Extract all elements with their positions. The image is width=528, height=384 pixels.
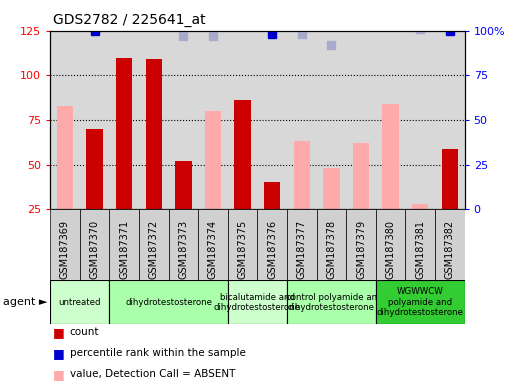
Bar bbox=[175, 161, 192, 209]
Text: GDS2782 / 225641_at: GDS2782 / 225641_at bbox=[53, 13, 205, 27]
Bar bbox=[412, 204, 428, 209]
Bar bbox=[234, 100, 251, 209]
Text: agent ►: agent ► bbox=[3, 297, 47, 308]
Text: ■: ■ bbox=[53, 326, 64, 339]
Bar bbox=[376, 280, 465, 324]
Bar bbox=[87, 129, 103, 209]
Text: value, Detection Call = ABSENT: value, Detection Call = ABSENT bbox=[70, 369, 235, 379]
Bar bbox=[353, 143, 369, 209]
Bar bbox=[317, 209, 346, 280]
Bar bbox=[109, 209, 139, 280]
Text: GSM187376: GSM187376 bbox=[267, 220, 277, 279]
Bar bbox=[139, 209, 168, 280]
Text: GSM187378: GSM187378 bbox=[326, 220, 336, 279]
Text: GSM187369: GSM187369 bbox=[60, 220, 70, 279]
Bar bbox=[168, 209, 198, 280]
Bar bbox=[57, 106, 73, 209]
Bar bbox=[146, 59, 162, 209]
Text: control polyamide an
dihydrotestosterone: control polyamide an dihydrotestosterone bbox=[286, 293, 377, 312]
Bar bbox=[228, 280, 287, 324]
Bar bbox=[323, 168, 340, 209]
Bar bbox=[435, 209, 465, 280]
Bar bbox=[198, 209, 228, 280]
Bar bbox=[205, 111, 221, 209]
Bar bbox=[264, 182, 280, 209]
Bar bbox=[258, 209, 287, 280]
Bar bbox=[442, 149, 458, 209]
Text: percentile rank within the sample: percentile rank within the sample bbox=[70, 348, 246, 358]
Bar bbox=[80, 209, 109, 280]
Bar bbox=[50, 209, 80, 280]
Text: count: count bbox=[70, 327, 99, 337]
Text: ■: ■ bbox=[53, 368, 64, 381]
Text: ■: ■ bbox=[53, 347, 64, 360]
Bar bbox=[116, 58, 133, 209]
Text: untreated: untreated bbox=[59, 298, 101, 307]
Bar bbox=[346, 209, 376, 280]
Text: GSM187382: GSM187382 bbox=[445, 220, 455, 279]
Bar bbox=[109, 280, 228, 324]
Bar bbox=[287, 209, 317, 280]
Text: GSM187380: GSM187380 bbox=[385, 220, 395, 279]
Text: bicalutamide and
dihydrotestosterone: bicalutamide and dihydrotestosterone bbox=[214, 293, 301, 312]
Bar bbox=[50, 280, 109, 324]
Bar bbox=[287, 280, 376, 324]
Bar bbox=[382, 104, 399, 209]
Bar bbox=[294, 141, 310, 209]
Text: GSM187377: GSM187377 bbox=[297, 220, 307, 279]
Text: GSM187379: GSM187379 bbox=[356, 220, 366, 279]
Bar bbox=[406, 209, 435, 280]
Text: GSM187372: GSM187372 bbox=[149, 220, 159, 279]
Text: GSM187381: GSM187381 bbox=[415, 220, 425, 279]
Text: GSM187370: GSM187370 bbox=[90, 220, 100, 279]
Text: GSM187373: GSM187373 bbox=[178, 220, 188, 279]
Bar bbox=[376, 209, 406, 280]
Text: GSM187371: GSM187371 bbox=[119, 220, 129, 279]
Text: GSM187374: GSM187374 bbox=[208, 220, 218, 279]
Bar bbox=[228, 209, 258, 280]
Text: WGWWCW
polyamide and
dihydrotestosterone: WGWWCW polyamide and dihydrotestosterone bbox=[377, 288, 464, 317]
Text: dihydrotestosterone: dihydrotestosterone bbox=[125, 298, 212, 307]
Text: GSM187375: GSM187375 bbox=[238, 220, 248, 279]
